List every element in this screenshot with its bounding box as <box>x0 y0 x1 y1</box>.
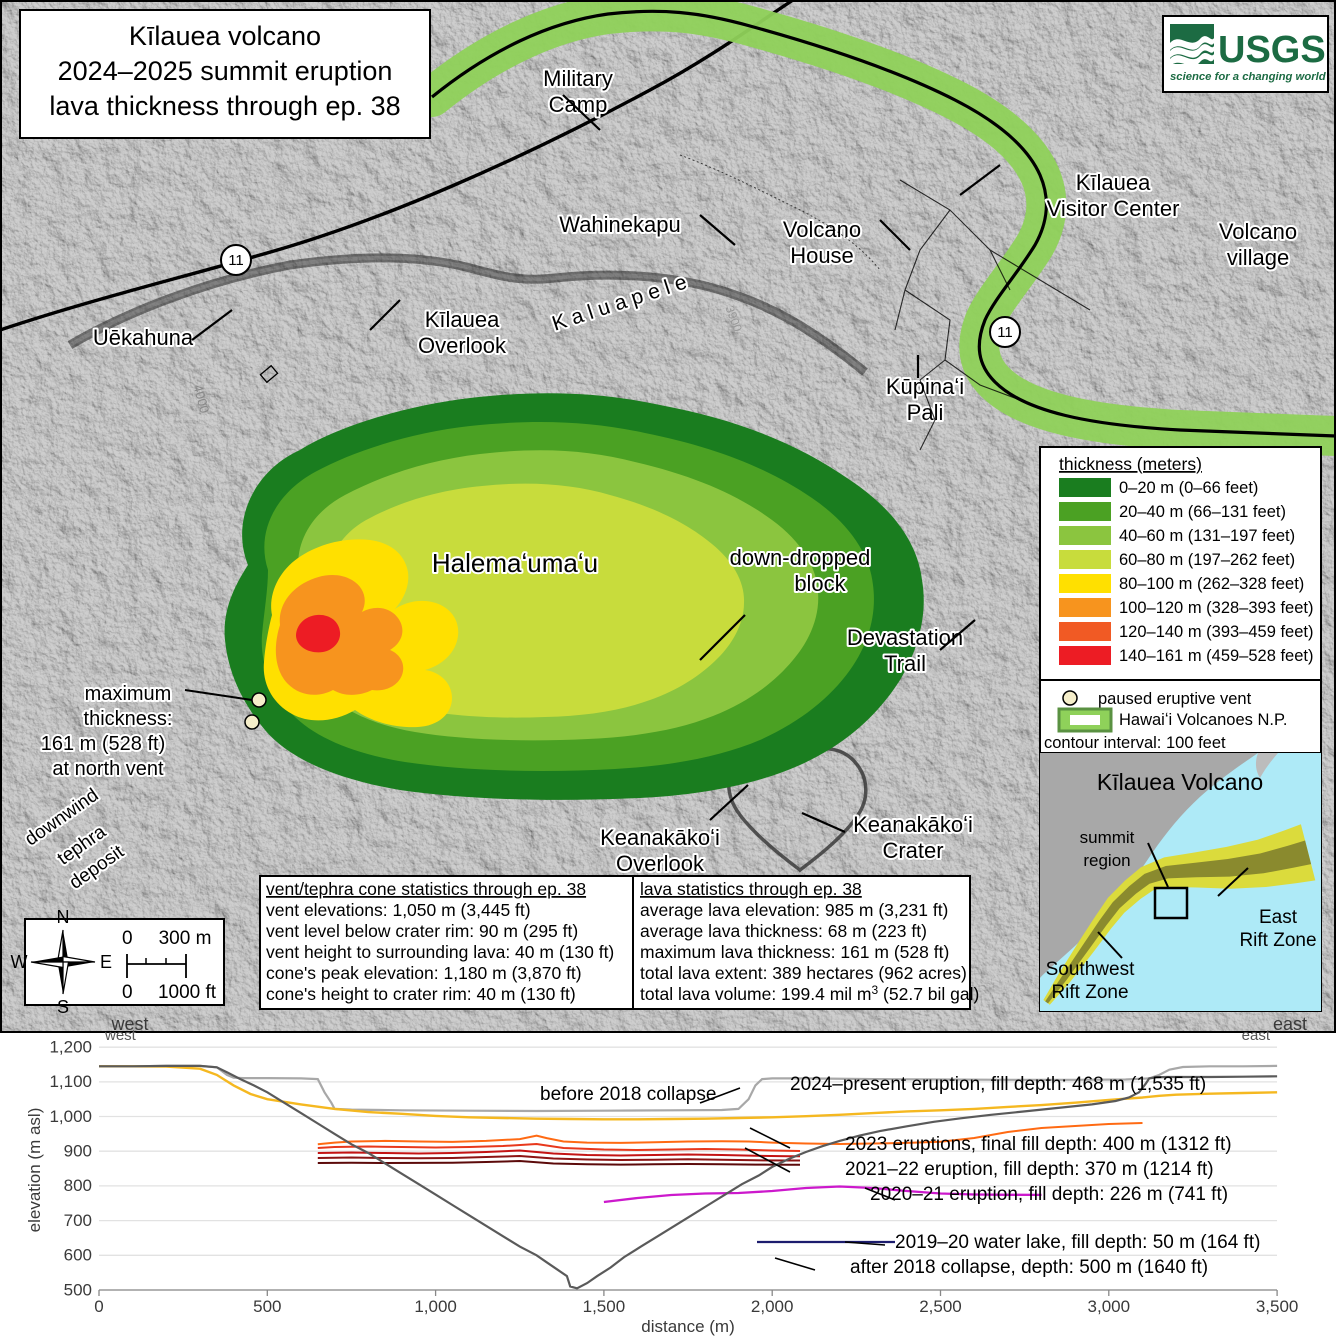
svg-text:2021–22 eruption, fill depth:: 2021–22 eruption, fill depth: 370 m (121… <box>845 1159 1214 1180</box>
svg-text:700: 700 <box>64 1211 92 1230</box>
svg-text:1,200: 1,200 <box>49 1038 92 1057</box>
svg-text:east: east <box>1242 1027 1271 1044</box>
svg-text:distance (m): distance (m) <box>641 1317 735 1336</box>
svg-text:1,100: 1,100 <box>49 1072 92 1091</box>
svg-text:900: 900 <box>64 1142 92 1161</box>
svg-text:500: 500 <box>64 1280 92 1299</box>
svg-text:elevation (m asl): elevation (m asl) <box>25 1108 44 1233</box>
svg-text:3,500: 3,500 <box>1256 1297 1299 1316</box>
svg-text:2020–21 eruption, fill depth:: 2020–21 eruption, fill depth: 226 m (741… <box>870 1184 1228 1205</box>
svg-text:before 2018 collapse: before 2018 collapse <box>540 1084 716 1105</box>
svg-text:1,000: 1,000 <box>414 1297 457 1316</box>
svg-text:after 2018 collapse, depth: 50: after 2018 collapse, depth: 500 m (1640 … <box>850 1257 1208 1278</box>
svg-text:west: west <box>104 1027 137 1044</box>
svg-text:1,000: 1,000 <box>49 1107 92 1126</box>
svg-text:0: 0 <box>94 1297 103 1316</box>
svg-text:1,500: 1,500 <box>583 1297 626 1316</box>
svg-text:2,000: 2,000 <box>751 1297 794 1316</box>
svg-text:2024–present eruption, fill de: 2024–present eruption, fill depth: 468 m… <box>790 1074 1206 1095</box>
svg-text:500: 500 <box>253 1297 281 1316</box>
svg-text:600: 600 <box>64 1246 92 1265</box>
svg-text:2019–20 water lake, fill depth: 2019–20 water lake, fill depth: 50 m (16… <box>895 1232 1260 1253</box>
svg-text:2023 eruptions, final fill dep: 2023 eruptions, final fill depth: 400 m … <box>845 1134 1232 1155</box>
svg-text:2,500: 2,500 <box>919 1297 962 1316</box>
svg-text:800: 800 <box>64 1176 92 1195</box>
svg-text:3,000: 3,000 <box>1088 1297 1131 1316</box>
